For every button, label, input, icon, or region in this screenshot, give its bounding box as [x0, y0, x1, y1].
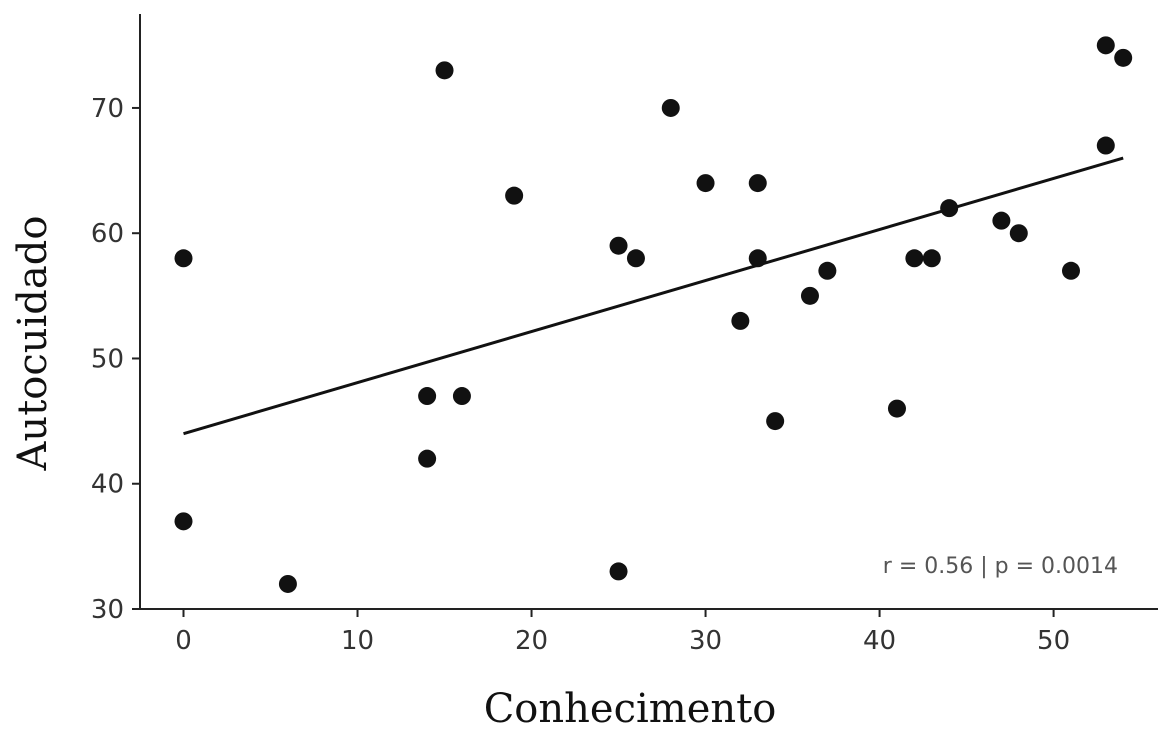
- data-points: [174, 36, 1133, 593]
- data-point: [609, 236, 628, 255]
- data-point: [818, 261, 837, 280]
- x-axis-ticks: 0 10 20 30 40 50: [175, 609, 1070, 656]
- data-point: [661, 98, 680, 117]
- correlation-annotation: r = 0.56 | p = 0.0014: [883, 554, 1118, 579]
- data-point: [418, 387, 437, 406]
- x-tick-label: 0: [175, 626, 192, 656]
- data-point: [696, 174, 715, 193]
- data-point: [731, 311, 750, 330]
- data-point: [922, 249, 941, 268]
- data-point: [174, 512, 193, 531]
- data-point: [418, 449, 437, 468]
- x-tick-label: 50: [1037, 626, 1070, 656]
- data-point: [748, 249, 767, 268]
- y-axis-ticks: 30 40 50 60 70: [91, 94, 140, 625]
- data-point: [748, 174, 767, 193]
- trend-line: [183, 156, 1124, 436]
- y-tick-label: 70: [91, 94, 124, 124]
- data-point: [1114, 48, 1133, 67]
- data-point: [940, 199, 959, 218]
- y-tick-label: 60: [91, 219, 124, 249]
- x-tick-label: 40: [863, 626, 896, 656]
- data-point: [1061, 261, 1080, 280]
- x-tick-label: 30: [689, 626, 722, 656]
- data-point: [992, 211, 1011, 230]
- data-point: [905, 249, 924, 268]
- data-point: [505, 186, 524, 205]
- y-tick-label: 30: [91, 595, 124, 625]
- data-point: [452, 387, 471, 406]
- data-point: [766, 412, 785, 431]
- data-point: [626, 249, 645, 268]
- data-point: [278, 574, 297, 593]
- data-point: [609, 562, 628, 581]
- data-point: [1096, 36, 1115, 55]
- x-tick-label: 20: [515, 626, 548, 656]
- x-axis-title: Conhecimento: [484, 686, 777, 729]
- data-point: [887, 399, 906, 418]
- data-point: [1096, 136, 1115, 155]
- data-point: [1009, 224, 1028, 243]
- data-point: [800, 286, 819, 305]
- data-point: [435, 61, 454, 80]
- y-tick-label: 50: [91, 344, 124, 374]
- y-tick-label: 40: [91, 470, 124, 500]
- x-tick-label: 10: [341, 626, 374, 656]
- y-axis-title: Autocuidado: [10, 216, 56, 472]
- data-point: [174, 249, 193, 268]
